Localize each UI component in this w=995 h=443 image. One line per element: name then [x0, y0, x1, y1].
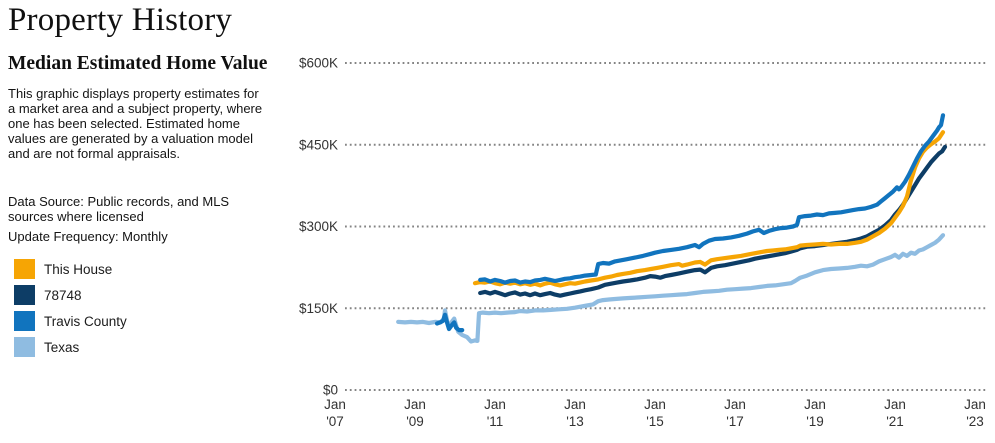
legend-swatch-texas [14, 337, 35, 357]
x-tick-year-label: '13 [566, 414, 584, 429]
update-frequency-note: Update Frequency: Monthly [8, 229, 168, 244]
x-tick-month-label: Jan [644, 397, 666, 412]
legend-item-78748: 78748 [14, 285, 127, 305]
y-tick-label: $450K [299, 137, 338, 152]
series-line-travis-county [434, 312, 465, 333]
x-tick-year-label: '21 [886, 414, 904, 429]
x-tick-year-label: '19 [806, 414, 824, 429]
chart-legend: This House 78748 Travis County Texas [14, 259, 127, 363]
x-tick-year-label: '11 [487, 414, 504, 429]
x-tick-year-label: '17 [726, 414, 744, 429]
legend-label: This House [44, 261, 113, 277]
x-tick-month-label: Jan [724, 397, 746, 412]
legend-item-this-house: This House [14, 259, 127, 279]
y-tick-label: $0 [323, 383, 338, 398]
legend-swatch-travis-county [14, 311, 35, 331]
x-tick-month-label: Jan [884, 397, 906, 412]
legend-item-texas: Texas [14, 337, 127, 357]
x-tick-year-label: '07 [326, 414, 344, 429]
series-line-78748 [478, 144, 948, 298]
legend-label: 78748 [44, 287, 82, 303]
data-source-note: Data Source: Public records, and MLS sou… [8, 194, 230, 224]
y-tick-label: $150K [299, 301, 338, 316]
legend-swatch-78748 [14, 285, 35, 305]
legend-label: Travis County [44, 313, 127, 329]
chart-subtitle: Median Estimated Home Value [8, 53, 268, 74]
legend-item-travis-county: Travis County [14, 311, 127, 331]
series-line-this-house [472, 130, 946, 288]
series-line-travis-county [478, 113, 946, 285]
x-tick-month-label: Jan [324, 397, 346, 412]
x-tick-month-label: Jan [404, 397, 426, 412]
series-line-texas [396, 233, 946, 344]
x-tick-month-label: Jan [484, 397, 506, 412]
y-tick-label: $600K [299, 56, 338, 71]
x-tick-year-label: '09 [406, 414, 424, 429]
x-tick-month-label: Jan [964, 397, 986, 412]
x-tick-year-label: '15 [646, 414, 664, 429]
x-tick-year-label: '23 [966, 414, 984, 429]
legend-label: Texas [44, 339, 80, 355]
x-tick-month-label: Jan [564, 397, 586, 412]
page-title: Property History [8, 2, 233, 38]
x-tick-month-label: Jan [804, 397, 826, 412]
legend-swatch-this-house [14, 259, 35, 279]
chart-description: This graphic displays property estimates… [8, 86, 263, 161]
y-tick-label: $300K [299, 219, 338, 234]
